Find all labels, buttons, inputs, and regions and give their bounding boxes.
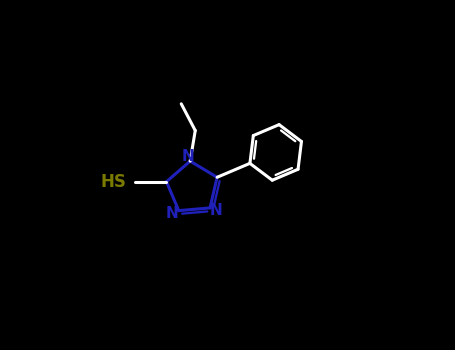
Text: N: N bbox=[181, 148, 194, 163]
Text: HS: HS bbox=[101, 173, 126, 191]
Text: N: N bbox=[210, 203, 223, 218]
Text: N: N bbox=[166, 206, 179, 221]
